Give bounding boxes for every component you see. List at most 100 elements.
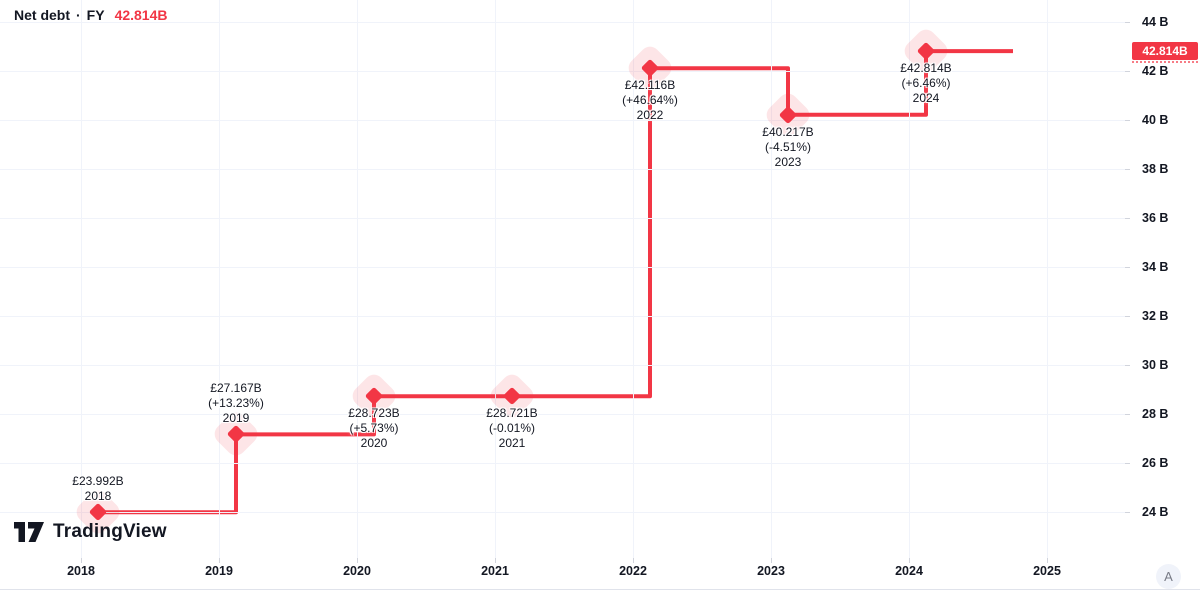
y-axis-tick-mark	[1125, 414, 1130, 415]
x-axis-tick-mark	[771, 558, 772, 563]
point-year-label: 2020	[360, 436, 388, 451]
grid-line-vertical	[633, 0, 634, 558]
grid-line-horizontal	[0, 512, 1130, 513]
price-badge: 42.814B	[1132, 42, 1198, 61]
series-separator: ·	[76, 7, 81, 23]
y-axis-tick-mark	[1125, 267, 1130, 268]
y-axis-tick-mark	[1125, 218, 1130, 219]
grid-line-vertical	[81, 0, 82, 558]
point-value-label: £42.116B	[624, 78, 676, 93]
data-point-label: £28.723B (+5.73%) 2020	[348, 406, 399, 451]
data-point-label: £28.721B (-0.01%) 2021	[486, 406, 537, 451]
x-axis-tick-label: 2024	[895, 564, 923, 578]
grid-line-horizontal	[0, 22, 1130, 23]
data-point-label: £27.167B (+13.23%) 2019	[208, 381, 264, 426]
tradingview-watermark[interactable]: TradingView	[13, 519, 167, 545]
x-axis-tick-label: 2020	[343, 564, 371, 578]
price-badge-label: 42.814B	[1142, 44, 1188, 59]
y-axis-tick-mark	[1125, 365, 1130, 366]
y-axis-tick-label: 34 B	[1142, 260, 1169, 274]
price-line-dotted	[1132, 61, 1198, 64]
x-axis-tick-mark	[495, 558, 496, 563]
point-value-label: £28.723B	[348, 406, 400, 421]
point-year-label: 2021	[498, 436, 526, 451]
point-year-label: 2024	[912, 91, 940, 106]
y-axis-tick-mark	[1125, 512, 1130, 513]
point-year-label: 2023	[774, 154, 802, 169]
y-axis-tick-label: 40 B	[1142, 113, 1169, 127]
x-axis-tick-label: 2018	[67, 564, 95, 578]
x-axis-tick-label: 2022	[619, 564, 647, 578]
series-period: FY	[86, 7, 105, 23]
grid-line-vertical	[909, 0, 910, 558]
y-axis-tick-label: 44 B	[1142, 15, 1169, 29]
point-year-label: 2022	[636, 108, 664, 123]
grid-line-vertical	[1047, 0, 1048, 558]
grid-line-horizontal	[0, 365, 1130, 366]
y-axis-tick-mark	[1125, 120, 1130, 121]
data-point-label: £42.116B (+46.64%) 2022	[622, 78, 678, 123]
point-change-label: (-4.51%)	[764, 139, 812, 154]
point-value-label: £27.167B	[210, 381, 262, 396]
grid-line-horizontal	[0, 120, 1130, 121]
x-axis-tick-mark	[1047, 558, 1048, 563]
auto-scale-button[interactable]: A	[1156, 564, 1181, 589]
point-value-label: £28.721B	[486, 406, 538, 421]
grid-line-horizontal	[0, 414, 1130, 415]
y-axis-tick-label: 28 B	[1142, 407, 1169, 421]
point-change-label: (+13.23%)	[208, 396, 264, 411]
y-axis-tick-label: 32 B	[1142, 309, 1169, 323]
y-axis-tick-mark	[1125, 169, 1130, 170]
axis-separator-line	[0, 589, 1200, 590]
point-change-label: (+5.73%)	[349, 421, 399, 436]
y-axis-tick-label: 42 B	[1142, 64, 1169, 78]
x-axis-tick-label: 2021	[481, 564, 509, 578]
y-axis-tick-mark	[1125, 463, 1130, 464]
x-axis-tick-mark	[219, 558, 220, 563]
data-point-label: £40.217B (-4.51%) 2023	[762, 125, 813, 170]
x-axis-tick-mark	[357, 558, 358, 563]
grid-line-horizontal	[0, 71, 1130, 72]
series-current-value: 42.814B	[114, 7, 168, 23]
grid-line-horizontal	[0, 218, 1130, 219]
x-axis-tick-mark	[81, 558, 82, 563]
series-title: Net debt	[14, 7, 70, 23]
x-axis-tick-label: 2025	[1033, 564, 1061, 578]
y-axis-tick-mark	[1125, 22, 1130, 23]
y-axis-tick-mark	[1125, 71, 1130, 72]
point-value-label: £42.814B	[900, 61, 952, 76]
point-value-label: £23.992B	[72, 474, 124, 489]
grid-line-vertical	[495, 0, 496, 558]
point-change-label: (+46.64%)	[622, 93, 678, 108]
y-axis-tick-label: 26 B	[1142, 456, 1169, 470]
data-point-label: £42.814B (+6.46%) 2024	[900, 61, 951, 106]
x-axis-tick-mark	[633, 558, 634, 563]
point-year-label: 2019	[222, 411, 250, 426]
y-axis-tick-mark	[1125, 316, 1130, 317]
tradingview-logo-icon	[14, 522, 44, 542]
point-change-label: (-0.01%)	[488, 421, 536, 436]
grid-line-vertical	[771, 0, 772, 558]
point-year-label: 2018	[84, 489, 112, 504]
grid-line-horizontal	[0, 169, 1130, 170]
plot-area[interactable]: £23.992B 2018 £27.167B (+13.23%) 2019 £28.723…	[0, 0, 1130, 558]
x-axis-tick-label: 2019	[205, 564, 233, 578]
grid-line-horizontal	[0, 316, 1130, 317]
grid-line-horizontal	[0, 463, 1130, 464]
y-axis-tick-label: 30 B	[1142, 358, 1169, 372]
grid-line-vertical	[219, 0, 220, 558]
y-axis-tick-label: 38 B	[1142, 162, 1169, 176]
step-line-series	[98, 49, 1013, 515]
y-axis-tick-label: 24 B	[1142, 505, 1169, 519]
point-change-label: (+6.46%)	[901, 76, 951, 91]
series-legend: Net debt · FY 42.814B	[14, 7, 168, 23]
tradingview-logo-text: TradingView	[53, 521, 167, 542]
data-point-label: £23.992B 2018	[72, 474, 123, 504]
grid-line-vertical	[357, 0, 358, 558]
x-axis-tick-label: 2023	[757, 564, 785, 578]
grid-line-horizontal	[0, 267, 1130, 268]
y-axis-tick-label: 36 B	[1142, 211, 1169, 225]
point-value-label: £40.217B	[762, 124, 814, 139]
x-axis-tick-mark	[909, 558, 910, 563]
